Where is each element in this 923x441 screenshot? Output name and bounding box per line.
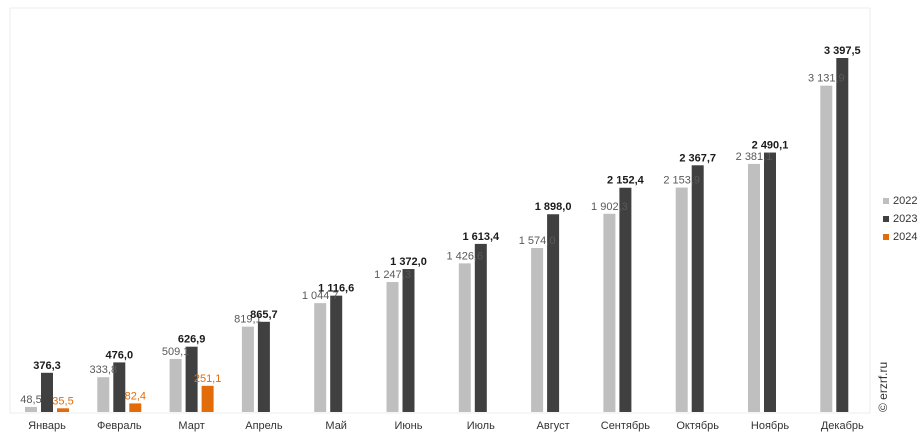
data-label-2023-4: 1 116,6 [318,283,354,295]
legend-swatch [883,216,889,222]
bar-2022-5 [386,282,399,412]
data-label-2022-8: 1 902,3 [591,201,628,213]
plot-border [9,7,871,414]
x-tick-label: Июнь [395,420,423,432]
data-label-2022-9: 2 153,9 [663,175,700,187]
x-tick-label: Апрель [245,420,283,432]
legend-item-2024: 2024 [883,228,917,246]
x-tick-label: Октябрь [676,420,719,432]
bar-2023-7 [547,214,560,412]
bar-2023-4 [330,295,343,412]
data-label-2022-1: 333,8 [90,364,118,376]
bar-2023-9 [691,165,704,412]
x-tick-label: Июль [467,420,495,432]
bar-2023-5 [402,269,415,412]
bar-2022-8 [603,213,616,412]
bar-2023-0 [41,372,53,412]
x-tick-label: Март [178,420,204,432]
legend-label: 2023 [893,213,918,225]
data-label-2023-3: 865,7 [250,309,278,321]
bar-2022-6 [458,263,471,412]
data-label-2022-2: 509,1 [162,346,190,358]
x-tick-label: Ноябрь [751,420,789,432]
bar-2023-8 [619,187,632,412]
legend-item-2022: 2022 [883,192,917,210]
bar-2024-2 [201,385,214,412]
data-label-2023-11: 3 397,5 [824,45,861,57]
bar-2022-4 [314,303,327,412]
bar-2023-11 [836,58,849,412]
legend-swatch [883,234,889,240]
x-tick-label: Январь [28,420,66,432]
x-tick-label: Август [537,420,570,432]
bar-2022-11 [820,85,833,412]
data-label-2022-0: 48,5 [20,394,41,406]
legend-label: 2022 [893,195,918,207]
data-label-2024-2: 251,1 [194,373,222,385]
legend-item-2023: 2023 [883,210,917,228]
data-label-2023-6: 1 613,4 [462,231,500,243]
legend-swatch [883,198,889,204]
data-label-2023-1: 476,0 [106,349,134,361]
legend-label: 2024 [893,231,918,243]
data-label-2023-7: 1 898,0 [535,201,572,213]
data-label-2022-10: 2 381,1 [736,151,773,163]
bar-2023-10 [764,152,776,412]
x-tick-label: Декабрь [821,420,864,432]
data-label-2022-6: 1 426,6 [446,250,483,262]
bar-2022-1 [97,377,110,412]
data-label-2022-3: 819,1 [234,314,262,326]
bar-2022-10 [748,163,760,412]
bar-2022-3 [241,326,254,412]
data-label-2024-1: 82,4 [125,390,146,402]
bar-2022-2 [169,358,182,412]
data-label-2022-4: 1 044,7 [302,290,339,302]
data-label-2022-5: 1 247,3 [374,269,411,281]
data-label-2023-5: 1 372,0 [390,256,427,268]
bar-2023-3 [257,321,270,412]
bar-2022-0 [25,406,37,412]
data-label-2023-0: 376,3 [33,360,61,372]
x-tick-label: Февраль [97,420,142,432]
bar-2022-9 [675,187,688,412]
data-label-2024-0: 35,5 [52,395,73,407]
data-label-2022-7: 1 574,0 [519,235,556,247]
data-label-2023-9: 2 367,7 [679,152,716,164]
bar-2022-7 [531,247,544,412]
legend: 2022 2023 2024 [883,192,917,246]
data-label-2023-2: 626,9 [178,334,206,346]
bar-2023-1 [113,362,126,412]
data-label-2023-8: 2 152,4 [607,175,645,187]
bar-2024-1 [129,403,142,412]
copyright-text: © erzrf.ru [876,361,890,412]
data-label-2022-11: 3 131,9 [808,73,845,85]
bar-2023-2 [185,346,198,412]
x-tick-label: Сентябрь [601,420,651,432]
x-tick-label: Май [325,420,347,432]
bar-2023-6 [474,243,487,412]
bar-2024-0 [57,408,69,412]
data-label-2023-10: 2 490,1 [752,140,789,152]
